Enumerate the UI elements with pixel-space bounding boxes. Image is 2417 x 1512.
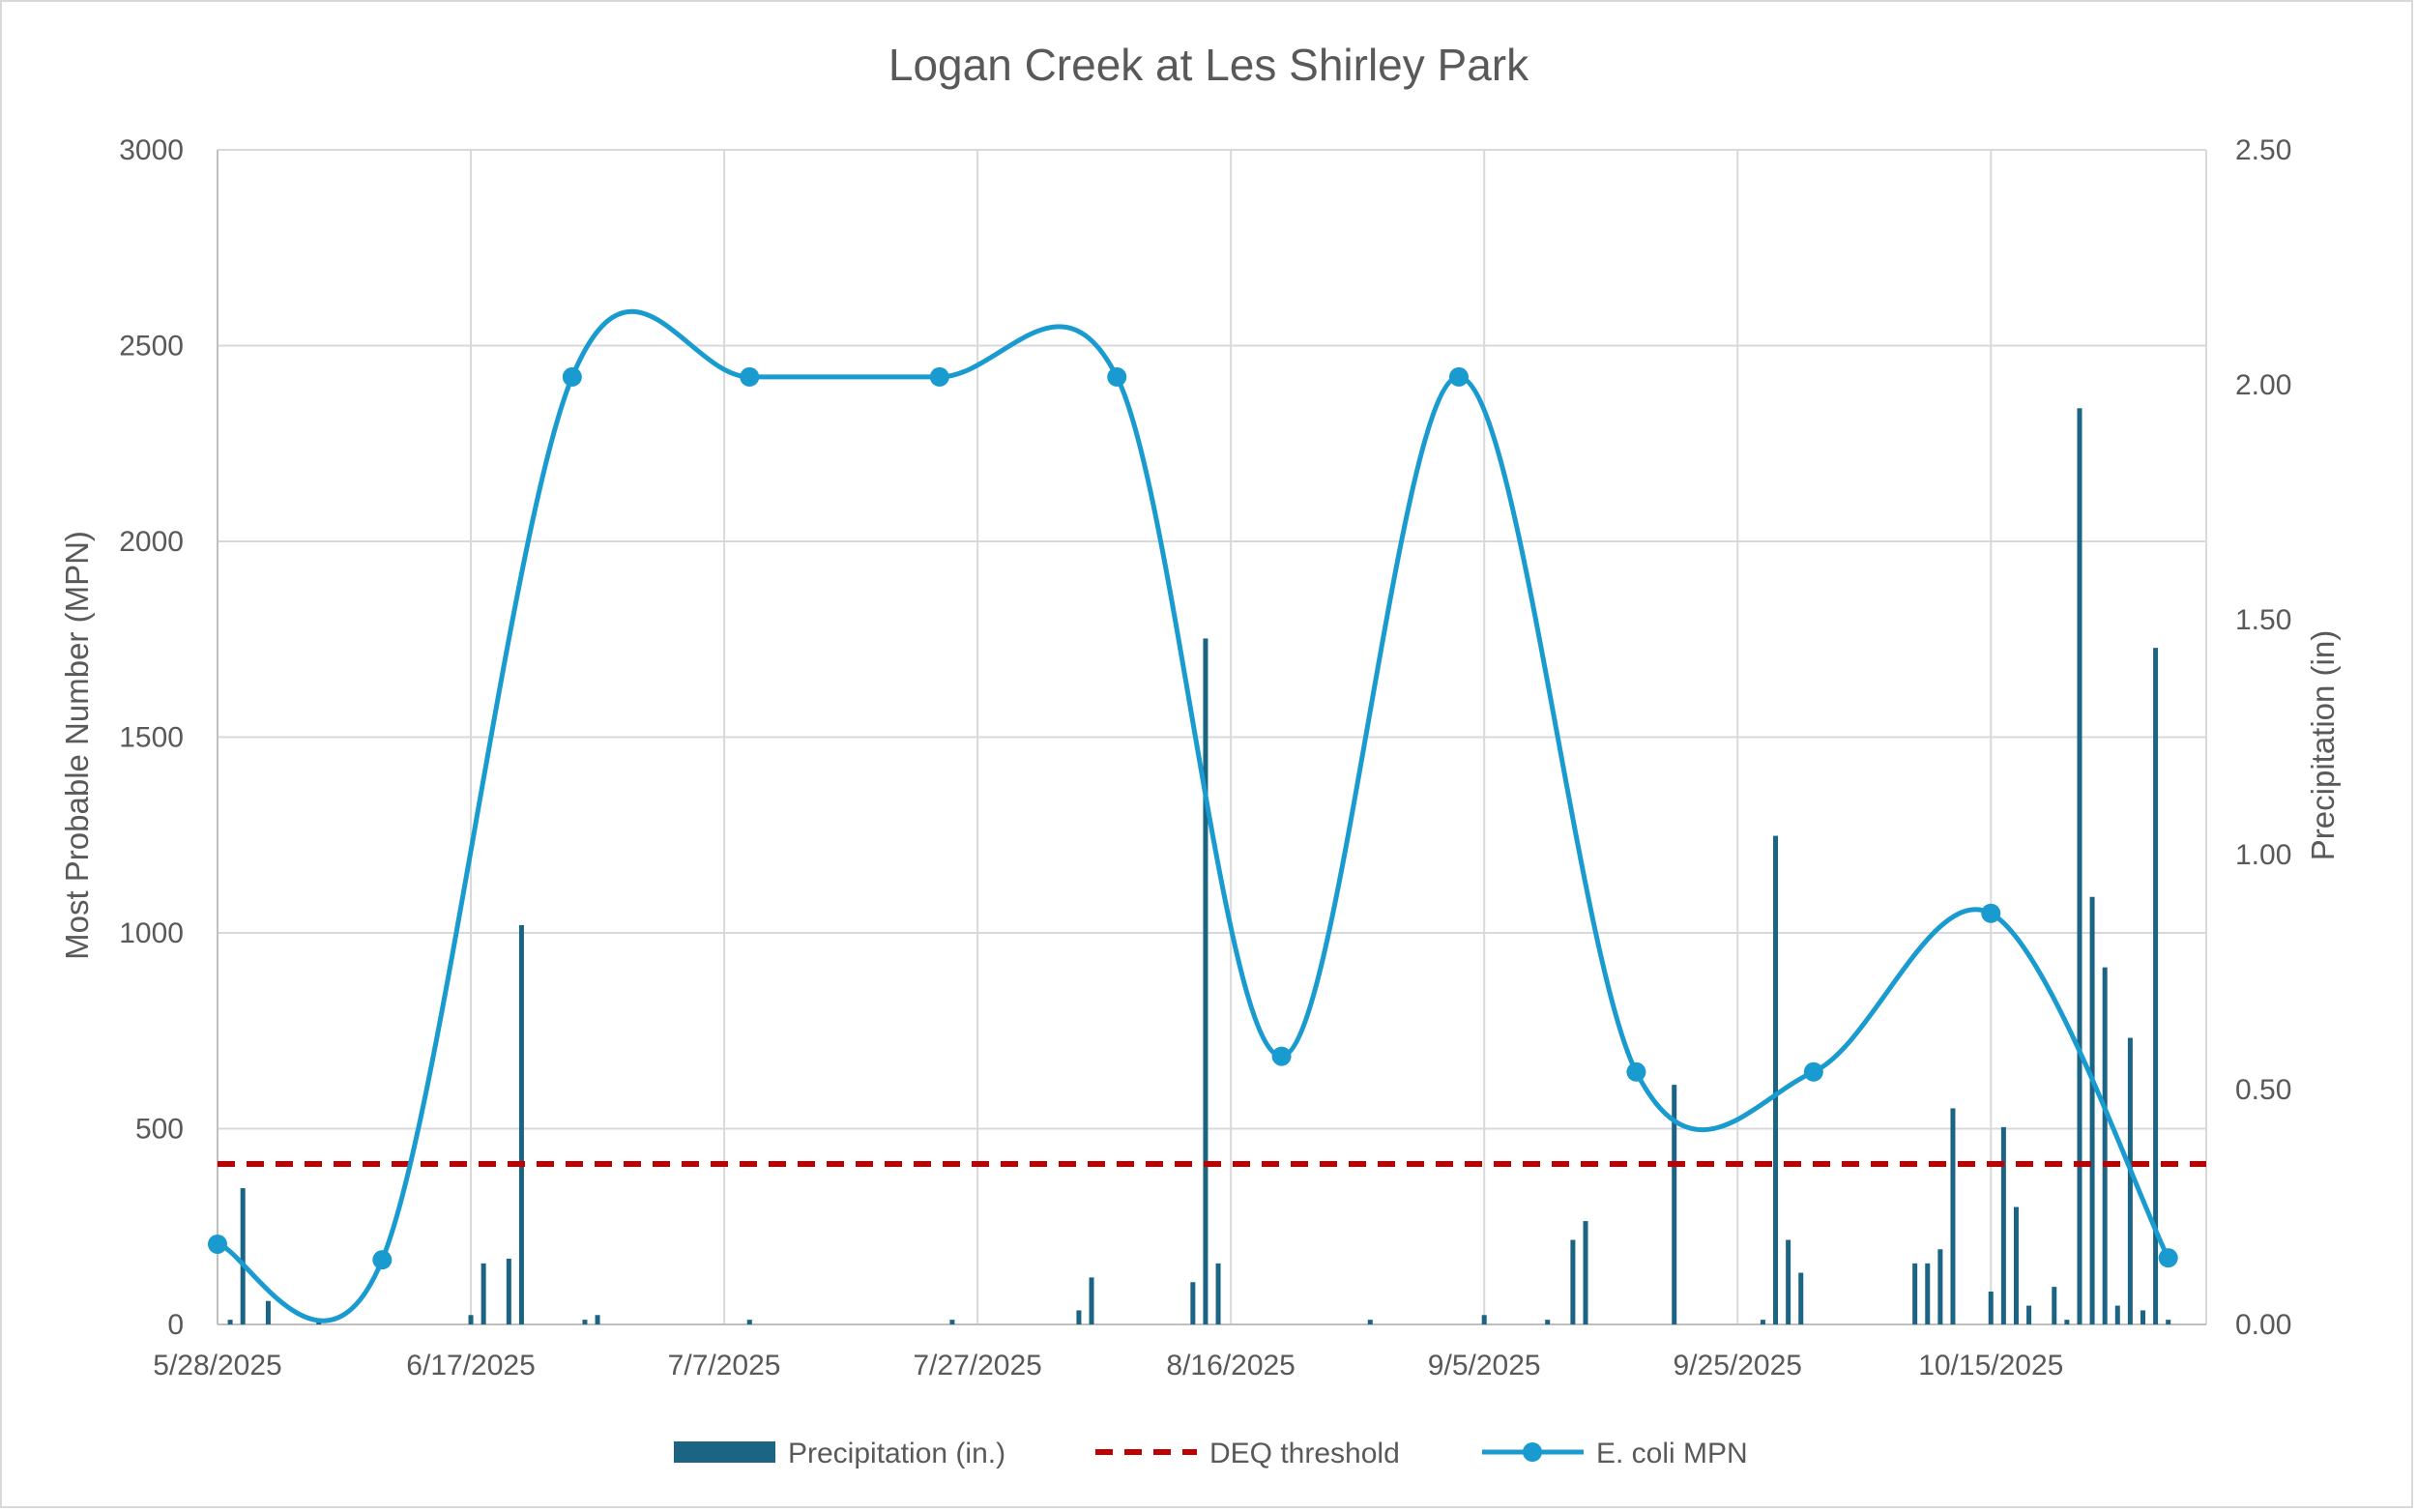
right-tick-label: 0.50	[2235, 1074, 2291, 1106]
precipitation-bar	[2140, 1310, 2145, 1324]
left-tick-label: 2000	[119, 526, 184, 558]
left-tick-label: 2500	[119, 331, 184, 363]
ecoli-mpn-point	[562, 366, 582, 387]
precipitation-bar	[2102, 967, 2108, 1324]
left-tick-label: 3000	[119, 134, 184, 166]
right-tick-label: 1.50	[2235, 604, 2291, 636]
precipitation-bar	[1760, 1320, 1765, 1324]
left-tick-label: 0	[167, 1309, 184, 1341]
precipitation-bar	[227, 1320, 233, 1324]
right-axis-title: Precipitation (in)	[2305, 630, 2341, 860]
precipitation-bar	[1937, 1249, 1943, 1324]
right-tick-label: 2.00	[2235, 369, 2291, 401]
x-tick-label: 7/7/2025	[668, 1350, 781, 1381]
legend-label-deq: DEQ threshold	[1209, 1438, 1400, 1469]
precipitation-bar	[1583, 1221, 1588, 1324]
left-tick-label: 1000	[119, 917, 184, 949]
precipitation-bar	[1672, 1085, 1677, 1324]
right-tick-label: 0.00	[2235, 1309, 2291, 1341]
precipitation-bar	[2166, 1320, 2171, 1324]
ecoli-mpn-point	[740, 366, 760, 387]
right-tick-label: 2.50	[2235, 134, 2291, 166]
precipitation-bar	[595, 1315, 600, 1324]
precipitation-bar	[1950, 1108, 1956, 1324]
precipitation-bar	[2077, 408, 2082, 1324]
precipitation-bar	[2000, 1126, 2006, 1324]
x-tick-label: 10/15/2025	[1918, 1350, 2063, 1381]
precipitation-bar	[1570, 1239, 1576, 1324]
precipitation-bar	[1481, 1315, 1487, 1324]
legend-label-mpn: E. coli MPN	[1596, 1438, 1748, 1469]
gridlines	[217, 149, 2207, 1325]
ecoli-mpn-point	[1271, 1046, 1292, 1066]
x-tick-label: 5/28/2025	[153, 1350, 281, 1381]
precipitation-bar	[1076, 1310, 1082, 1324]
precipitation-bar	[506, 1258, 511, 1324]
precipitation-bar	[746, 1320, 752, 1324]
legend-swatch-precipitation	[674, 1441, 775, 1463]
precipitation-bar	[1798, 1272, 1804, 1324]
ecoli-mpn-line	[217, 308, 2170, 1323]
ecoli-mpn-point	[208, 1234, 227, 1254]
ecoli-mpn-point	[929, 366, 949, 387]
precipitation-bar	[582, 1320, 588, 1324]
precipitation-bar	[1925, 1263, 1931, 1324]
x-tick-label: 9/5/2025	[1428, 1350, 1541, 1381]
precipitation-bar	[1367, 1320, 1373, 1324]
precipitation-bar	[2064, 1320, 2070, 1324]
left-tick-label: 500	[135, 1114, 184, 1146]
right-tick-label: 1.00	[2235, 839, 2291, 871]
precipitation-bar	[1912, 1263, 1918, 1324]
ecoli-mpn-point	[1803, 1061, 1823, 1082]
precipitation-bar	[1773, 835, 1779, 1324]
precipitation-bar	[1089, 1277, 1094, 1324]
precipitation-bar	[2114, 1305, 2120, 1324]
right-axis-ticks: 0.00 0.50 1.00 1.50 2.00 2.50	[2235, 134, 2291, 1341]
left-axis-ticks: 0 500 1000 1500 2000 2500 3000	[119, 134, 184, 1341]
x-tick-label: 7/27/2025	[913, 1350, 1041, 1381]
ecoli-mpn-point	[372, 1250, 393, 1270]
legend-label-precipitation: Precipitation (in.)	[788, 1438, 1005, 1469]
legend-marker-mpn	[1523, 1442, 1542, 1462]
precipitation-bar	[1988, 1291, 1994, 1324]
x-tick-label: 9/25/2025	[1673, 1350, 1801, 1381]
precipitation-bar	[240, 1188, 246, 1324]
precipitation-bar	[468, 1315, 474, 1324]
ecoli-mpn-point	[1981, 903, 2001, 923]
precipitation-bar	[2127, 1037, 2133, 1324]
precipitation-bar	[1215, 1263, 1221, 1324]
precipitation-bar	[1545, 1320, 1551, 1324]
precipitation-bar	[265, 1300, 271, 1324]
ecoli-mpn-point	[1448, 366, 1469, 387]
precipitation-bar	[480, 1263, 486, 1324]
precipitation-bar	[2013, 1207, 2019, 1324]
x-axis-ticks: 5/28/2025 6/17/2025 7/7/2025 7/27/2025 8/16/…	[153, 1350, 2063, 1381]
precipitation-bar	[518, 924, 524, 1324]
ecoli-mpn-point	[2158, 1248, 2178, 1268]
precipitation-bar	[1190, 1282, 1196, 1324]
precipitation-bar	[2153, 648, 2159, 1324]
ecoli-mpn-series	[208, 308, 2178, 1323]
ecoli-mpn-point	[1626, 1061, 1646, 1082]
precipitation-bar	[2089, 896, 2095, 1324]
precipitation-bars	[227, 408, 2171, 1324]
ecoli-mpn-point	[1107, 366, 1127, 387]
left-axis-title: Most Probable Number (MPN)	[59, 531, 95, 960]
precipitation-bar	[1203, 638, 1208, 1324]
x-tick-label: 8/16/2025	[1166, 1350, 1295, 1381]
legend: Precipitation (in.) DEQ threshold E. coli …	[674, 1438, 1748, 1469]
x-tick-label: 6/17/2025	[406, 1350, 535, 1381]
precipitation-bar	[2052, 1287, 2057, 1324]
precipitation-bar	[2026, 1305, 2032, 1324]
precipitation-bar	[1786, 1239, 1791, 1324]
left-tick-label: 1500	[119, 722, 184, 754]
precipitation-bar	[949, 1320, 955, 1324]
chart-title: Logan Creek at Les Shirley Park	[888, 40, 1529, 90]
